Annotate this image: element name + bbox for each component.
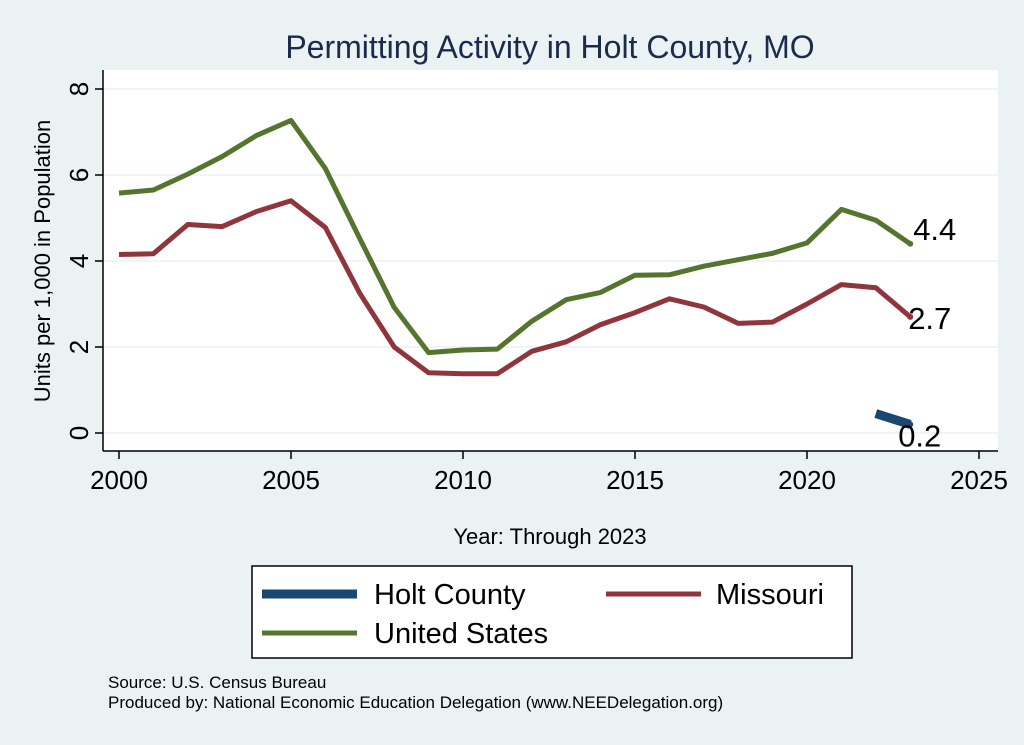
legend-label-missouri: Missouri	[716, 579, 824, 611]
axes: 0 2 4 6 8 2000 2005 2010 2015 2020 2025	[64, 70, 1008, 495]
y-tick-label-0: 0	[64, 426, 94, 440]
x-tick-label-2020: 2020	[778, 465, 836, 495]
x-tick-label-2010: 2010	[434, 465, 492, 495]
x-tick-label-2000: 2000	[90, 465, 148, 495]
end-point-missouri	[907, 313, 914, 320]
legend-label-united-states: United States	[374, 618, 548, 650]
series-line-missouri	[118, 198, 912, 377]
series-line-holt-county	[874, 409, 912, 429]
x-tick-label-2015: 2015	[606, 465, 664, 495]
series-lines	[118, 117, 914, 429]
series-line-united-states	[118, 117, 912, 356]
x-tick-label-2025: 2025	[950, 465, 1008, 495]
x-axis-title: Year: Through 2023	[453, 524, 646, 549]
source-note: Source: U.S. Census Bureau	[108, 673, 326, 692]
y-tick-label-4: 4	[64, 254, 94, 268]
legend-label-holt-county: Holt County	[374, 579, 526, 611]
end-label-united-states: 4.4	[913, 212, 956, 247]
legend-box	[251, 565, 853, 659]
legend: Holt County Missouri United States	[251, 565, 853, 659]
end-point-united-states	[907, 240, 914, 247]
end-label-holt-county: 0.2	[898, 418, 941, 453]
y-axis-title: Units per 1,000 in Population	[30, 120, 55, 403]
produced-by-note: Produced by: National Economic Education…	[108, 693, 723, 712]
end-labels: 0.2 2.7 4.4	[898, 212, 956, 454]
y-tick-label-6: 6	[64, 168, 94, 182]
y-tick-label-2: 2	[64, 340, 94, 354]
x-tick-label-2005: 2005	[262, 465, 320, 495]
y-tick-label-8: 8	[64, 82, 94, 96]
end-label-missouri: 2.7	[908, 301, 951, 336]
end-point-holt-county	[907, 421, 914, 428]
chart-title: Permitting Activity in Holt County, MO	[285, 29, 814, 65]
